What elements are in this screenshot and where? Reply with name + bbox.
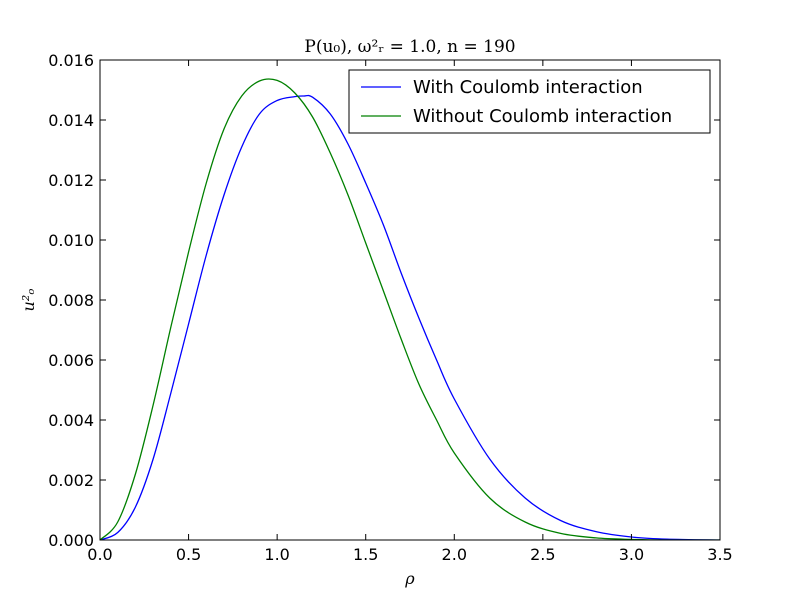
x-tick-label: 1.5 (353, 545, 378, 564)
y-tick-label: 0.004 (48, 411, 94, 430)
legend-label-2: Without Coulomb interaction (413, 106, 672, 127)
y-tick-label: 0.002 (48, 471, 94, 490)
y-tick-label: 0.000 (48, 531, 94, 550)
x-tick-label: 3.0 (619, 545, 644, 564)
x-tick-label: 3.5 (707, 545, 732, 564)
y-tick-label: 0.016 (48, 51, 94, 70)
x-tick-label: 2.5 (530, 545, 555, 564)
y-tick-label: 0.006 (48, 351, 94, 370)
plot-area (100, 78, 720, 540)
x-axis-label: ρ (404, 569, 415, 588)
legend: With Coulomb interaction Without Coulomb … (348, 69, 711, 134)
y-axis-label: u²ₒ (19, 289, 38, 312)
x-tick-label: 1.0 (264, 545, 289, 564)
legend-label-1: With Coulomb interaction (413, 77, 643, 98)
y-tick-label: 0.012 (48, 171, 94, 190)
x-tick-label: 0.5 (176, 545, 201, 564)
axes: 0.0 0.5 1.0 1.5 2.0 2.5 3.0 3.5 0.000 0.002 0.004 0… (48, 51, 733, 564)
chart-title: P(u₀), ω²ᵣ = 1.0, n = 190 (304, 37, 515, 57)
y-tick-label: 0.010 (48, 231, 94, 250)
y-tick-label: 0.008 (48, 291, 94, 310)
series-line-1 (100, 94, 720, 540)
legend-box (348, 69, 711, 134)
x-tick-label: 2.0 (442, 545, 467, 564)
y-tick-label: 0.014 (48, 111, 94, 130)
series-line-2 (100, 78, 720, 540)
x-tick-label: 0.0 (87, 545, 112, 564)
